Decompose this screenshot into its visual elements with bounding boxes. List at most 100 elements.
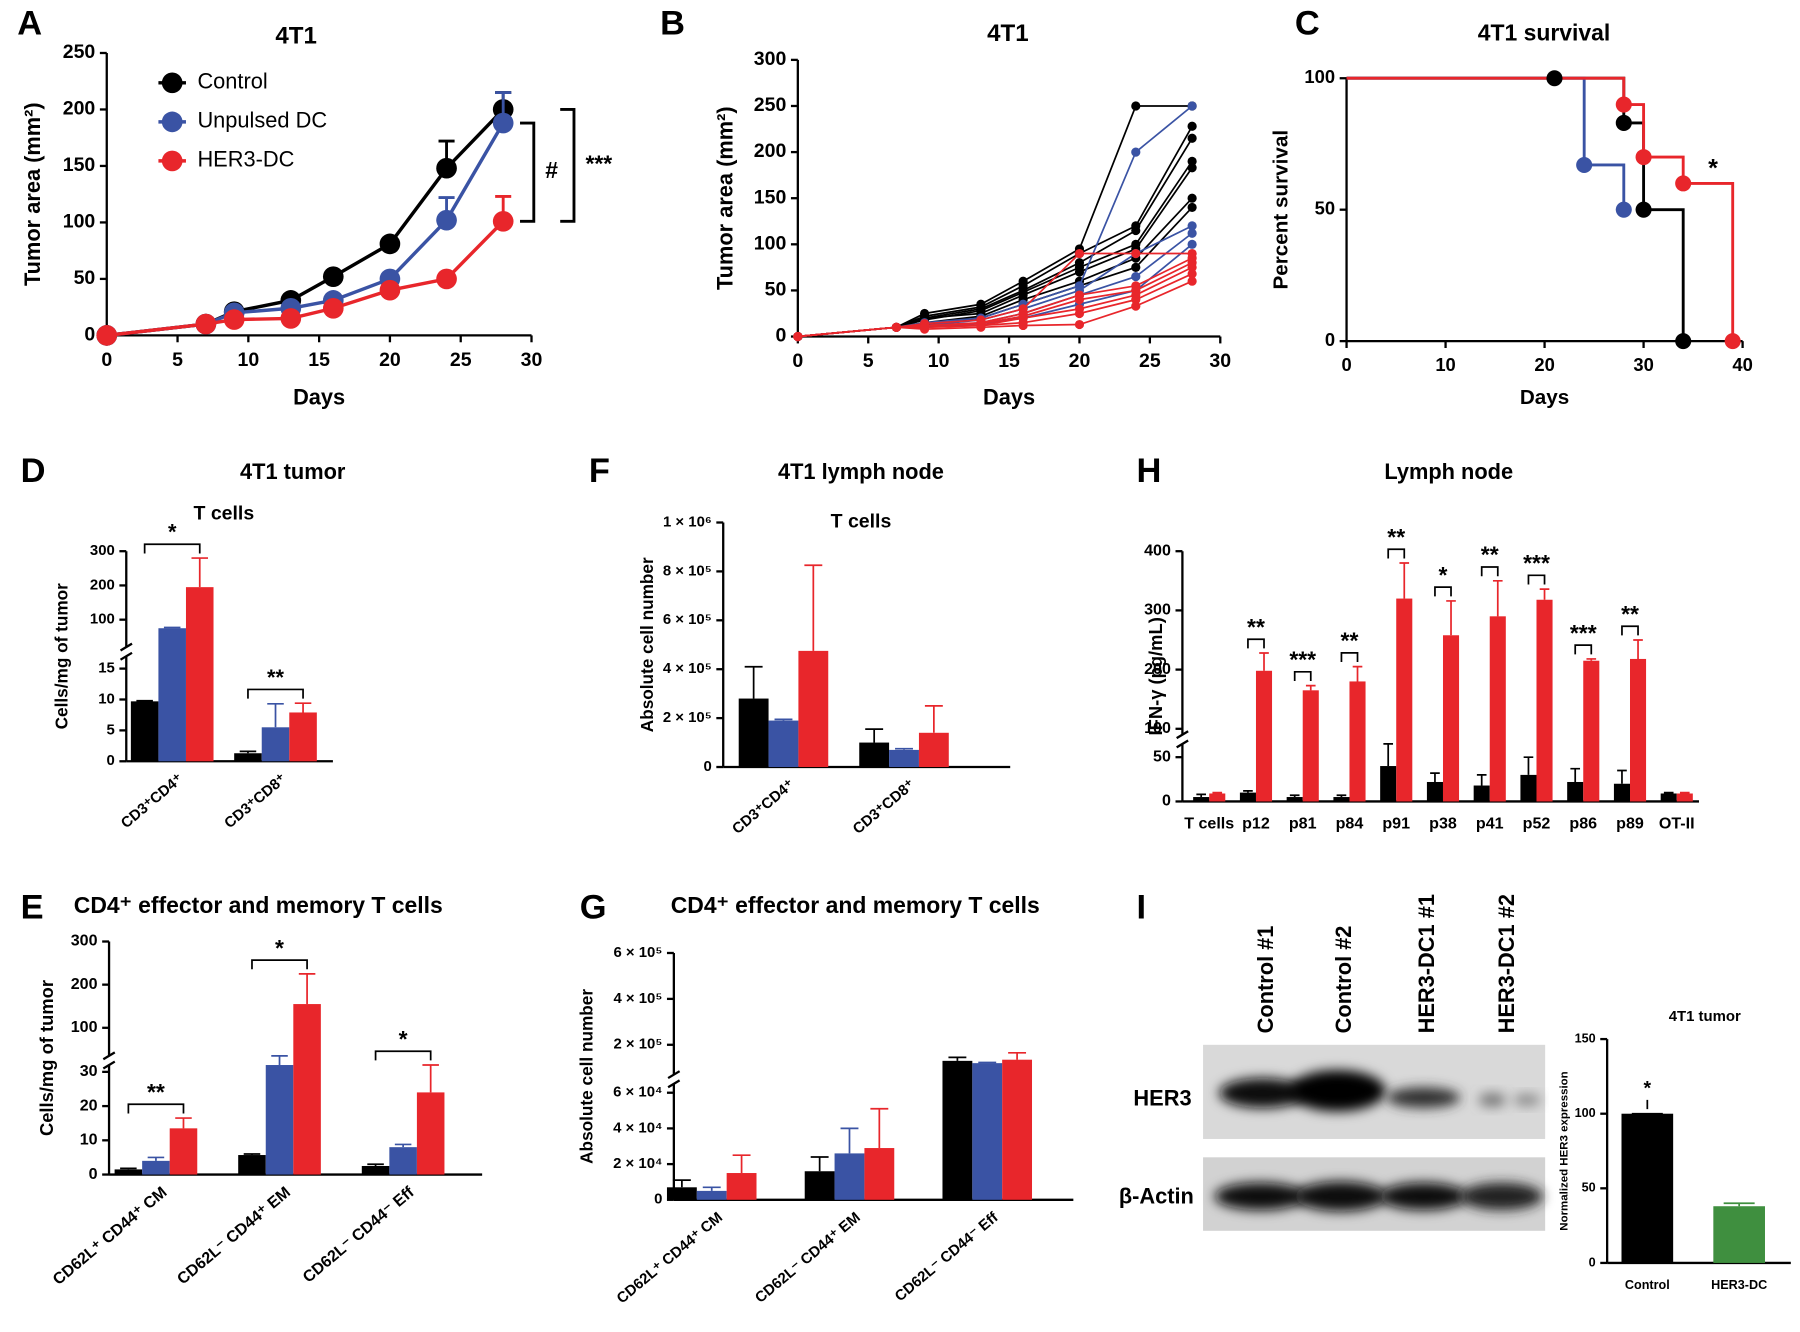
chart-title: 4T1 xyxy=(987,20,1029,47)
significance-label: *** xyxy=(1570,620,1597,646)
error-bar xyxy=(1336,794,1347,798)
y-tick-label: 4 × 10⁴ xyxy=(613,1119,662,1136)
significance-label: * xyxy=(1708,155,1718,183)
lane-label: Control #2 xyxy=(1331,926,1356,1034)
chart-subtitle: T cells xyxy=(831,511,892,533)
data-point xyxy=(1131,248,1141,259)
bar xyxy=(864,1148,895,1200)
panel-letter: E xyxy=(21,888,44,926)
bar xyxy=(142,1160,170,1175)
significance-label: *** xyxy=(1523,550,1550,576)
error-bar xyxy=(702,1186,721,1191)
blot-band xyxy=(1294,1181,1387,1212)
chart-title: Lymph node xyxy=(1384,459,1513,484)
significance-label: *** xyxy=(585,150,612,176)
bar xyxy=(293,1004,321,1175)
error-bar xyxy=(1243,789,1253,793)
x-axis-label: Days xyxy=(1520,386,1569,409)
data-point xyxy=(379,233,401,255)
y-tick-label: 6 × 10⁴ xyxy=(613,1084,662,1101)
x-tick-label: HER3-DC xyxy=(1711,1278,1767,1292)
data-point xyxy=(1615,114,1632,131)
error-bar xyxy=(1430,772,1440,782)
y-tick-label: 150 xyxy=(1575,1031,1596,1045)
survival-step xyxy=(1643,155,1685,184)
x-tick-label: p86 xyxy=(1569,815,1597,833)
significance-bracket xyxy=(1527,574,1546,585)
survival-step xyxy=(1584,163,1626,210)
x-tick-label: CD3⁺CD4⁺ xyxy=(118,770,187,832)
blot-band xyxy=(1460,1182,1543,1211)
data-point xyxy=(223,309,245,330)
error-bar xyxy=(948,1056,967,1061)
survival-step xyxy=(1346,76,1586,165)
bar xyxy=(726,1173,757,1200)
data-point xyxy=(976,322,986,332)
error-bar xyxy=(298,973,316,1005)
axis-break xyxy=(1176,730,1189,740)
bar xyxy=(1536,599,1553,802)
y-tick-label: 250 xyxy=(63,41,96,63)
chart-title: 4T1 survival xyxy=(1478,20,1611,46)
y-tick-label: 0 xyxy=(1325,329,1335,350)
data-point xyxy=(1074,319,1085,330)
x-tick-label: p84 xyxy=(1336,815,1364,833)
blot-band xyxy=(1219,1078,1307,1108)
data-point xyxy=(322,266,344,287)
error-bar xyxy=(1289,794,1300,798)
data-point xyxy=(1187,101,1197,111)
bar xyxy=(130,701,159,762)
bar xyxy=(1286,797,1303,802)
bar xyxy=(289,712,317,762)
y-tick-label: 0 xyxy=(106,752,114,769)
y-tick-label: 0 xyxy=(1589,1255,1596,1269)
error-bar xyxy=(895,747,913,750)
error-bar xyxy=(1476,774,1487,786)
bar xyxy=(1489,616,1506,802)
y-tick-label: 200 xyxy=(754,140,787,162)
blot-band xyxy=(1478,1093,1507,1107)
bar xyxy=(1396,598,1413,802)
y-tick-label: 300 xyxy=(90,542,115,559)
data-point xyxy=(1131,272,1141,282)
chart-title: CD4⁺ effector and memory T cells xyxy=(671,892,1040,918)
legend-label: Unpulsed DC xyxy=(197,108,327,133)
x-tick-label: CD3⁺CD8⁺ xyxy=(850,776,919,838)
y-tick-label: 4 × 10⁵ xyxy=(663,660,712,677)
data-point xyxy=(1675,175,1692,192)
y-tick-label: 0 xyxy=(775,325,786,347)
error-bar xyxy=(120,1167,137,1170)
bar xyxy=(1676,793,1693,802)
y-tick-label: 1 × 10⁶ xyxy=(663,513,712,530)
error-bar xyxy=(1663,791,1674,794)
data-point xyxy=(1576,156,1593,174)
data-point xyxy=(1131,295,1141,305)
data-point xyxy=(1615,201,1632,218)
chart-title: 4T1 lymph node xyxy=(778,459,944,484)
data-point xyxy=(1635,201,1652,218)
y-tick-label: 100 xyxy=(754,232,787,254)
x-tick-label: 10 xyxy=(1435,354,1455,375)
data-point xyxy=(436,209,457,231)
data-point xyxy=(436,268,457,290)
legend-label: Control xyxy=(197,69,267,94)
panel-letter: D xyxy=(21,452,46,490)
data-point xyxy=(1187,156,1197,166)
error-bar xyxy=(147,1156,165,1161)
error-bar xyxy=(422,1064,439,1093)
data-point xyxy=(1187,276,1197,286)
panel-letter: A xyxy=(17,5,42,43)
y-axis-label: Absolute cell number xyxy=(637,557,657,732)
y-tick-label: 400 xyxy=(1144,541,1171,559)
y-tick-label: 50 xyxy=(1153,747,1171,765)
error-bar xyxy=(1196,793,1206,798)
x-tick-label: 5 xyxy=(172,349,183,371)
error-bar xyxy=(367,1163,384,1166)
error-bar xyxy=(870,1107,889,1149)
error-bar xyxy=(865,728,884,743)
axis-break xyxy=(102,1051,116,1061)
data-point xyxy=(1074,267,1085,277)
y-tick-label: 6 × 10⁵ xyxy=(613,944,662,961)
error-bar xyxy=(1586,658,1597,661)
error-bar xyxy=(1383,743,1394,767)
